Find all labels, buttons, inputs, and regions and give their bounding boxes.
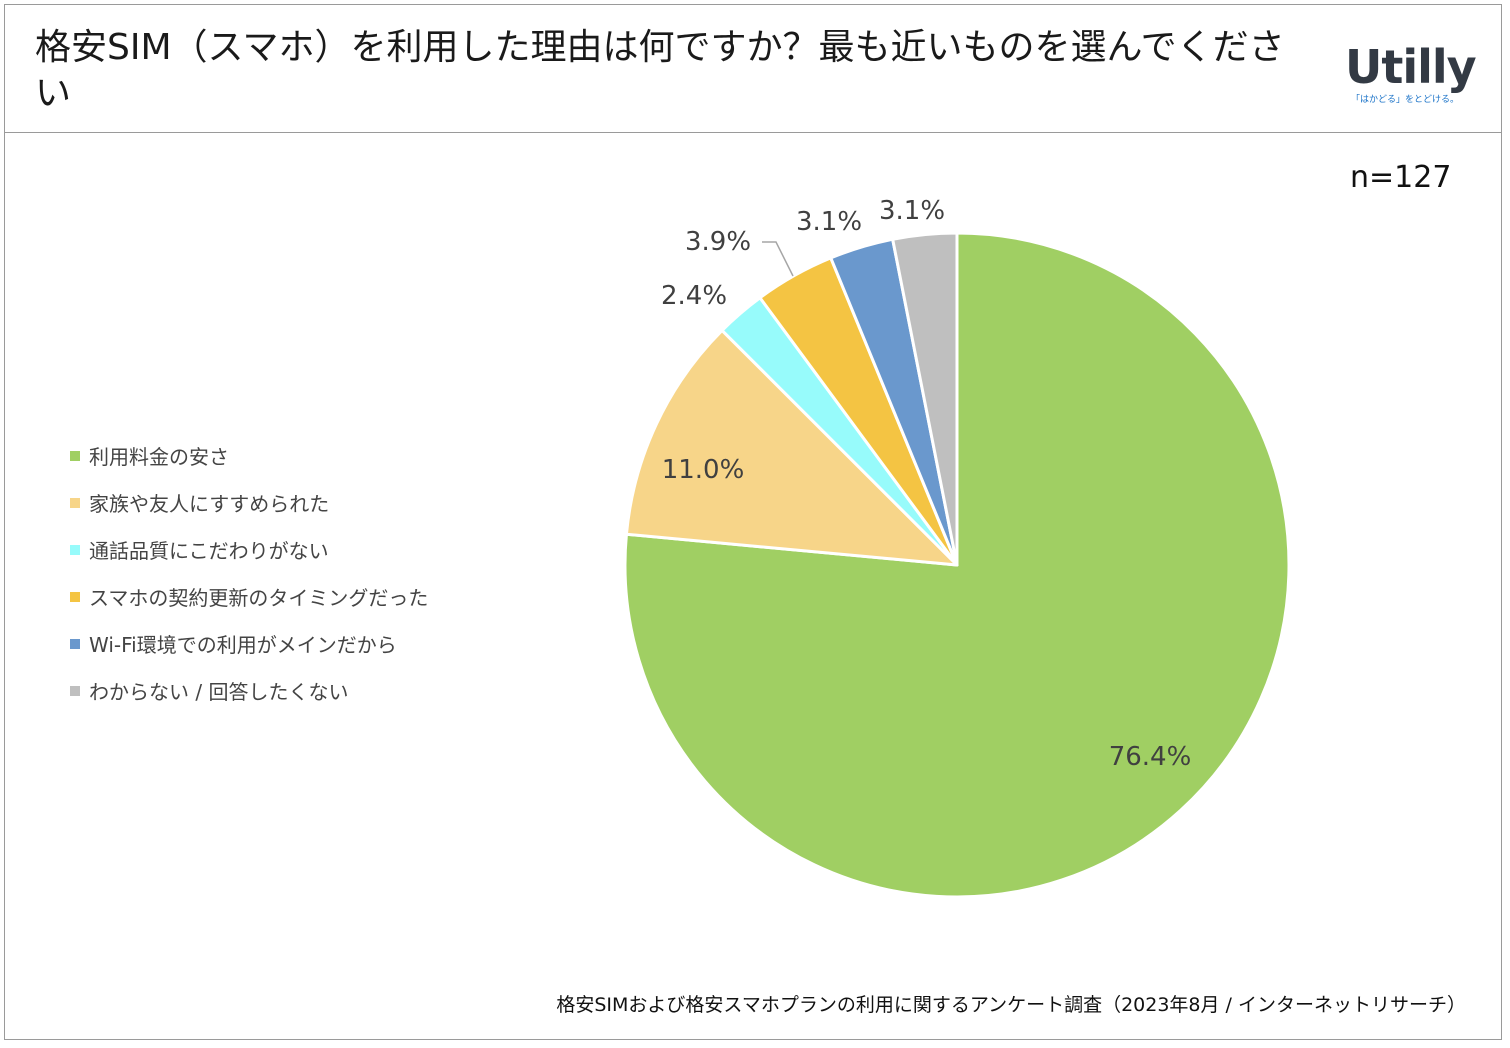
pie-slice xyxy=(623,231,1291,899)
legend-swatch xyxy=(70,450,80,461)
legend-swatch xyxy=(70,685,80,696)
legend-label: 通話品質にこだわりがない xyxy=(89,539,329,563)
chart-title: 格安SIM（スマホ）を利用した理由は何ですか？最も近いものを選んでください xyxy=(35,27,1285,114)
legend-item: 家族や友人にすすめられた xyxy=(70,479,428,526)
pie-slice xyxy=(891,231,959,567)
legend-label: 家族や友人にすすめられた xyxy=(89,492,330,516)
legend-item: 利用料金の安さ xyxy=(70,432,428,479)
slice-data-label: 3.1% xyxy=(879,196,945,226)
legend-item: スマホの契約更新のタイミングだった xyxy=(70,573,428,620)
legend-swatch xyxy=(70,497,80,508)
legend-label: 利用料金の安さ xyxy=(89,445,229,469)
slice-data-label: 2.4% xyxy=(661,281,727,311)
leader-line xyxy=(762,241,794,277)
source-note: 格安SIMおよび格安スマホプランの利用に関するアンケート調査（2023年8月 /… xyxy=(556,994,1466,1016)
sample-size-label: n=127 xyxy=(1350,160,1452,195)
legend-item: 通話品質にこだわりがない xyxy=(70,526,428,573)
chart-frame: 格安SIM（スマホ）を利用した理由は何ですか？最も近いものを選んでください Ut… xyxy=(4,4,1502,1040)
pie-slice xyxy=(624,328,959,567)
logo-wordmark: Utilly xyxy=(1345,40,1477,94)
slice-data-label: 3.1% xyxy=(796,207,862,237)
legend-item: Wi-Fi環境での利用がメインだから xyxy=(70,620,428,667)
header: 格安SIM（スマホ）を利用した理由は何ですか？最も近いものを選んでください Ut… xyxy=(5,5,1501,133)
slice-data-label: 76.4% xyxy=(1109,742,1192,772)
legend-label: Wi-Fi環境での利用がメインだから xyxy=(89,633,397,657)
legend-label: スマホの契約更新のタイミングだった xyxy=(89,586,429,610)
legend-swatch xyxy=(70,591,80,602)
slice-data-label: 3.9% xyxy=(685,227,751,257)
chart-legend: 利用料金の安さ 家族や友人にすすめられた 通話品質にこだわりがない スマホの契約… xyxy=(70,432,428,714)
slice-data-label: 11.0% xyxy=(662,455,745,485)
logo-tagline: 「はかどる」をとどける。 xyxy=(1351,95,1460,105)
legend-swatch xyxy=(70,638,80,649)
legend-item: わからない / 回答したくない xyxy=(70,667,428,714)
legend-label: わからない / 回答したくない xyxy=(89,680,349,704)
utilly-logo: Utilly 「はかどる」をとどける。 xyxy=(1345,39,1477,109)
legend-swatch xyxy=(70,544,80,555)
